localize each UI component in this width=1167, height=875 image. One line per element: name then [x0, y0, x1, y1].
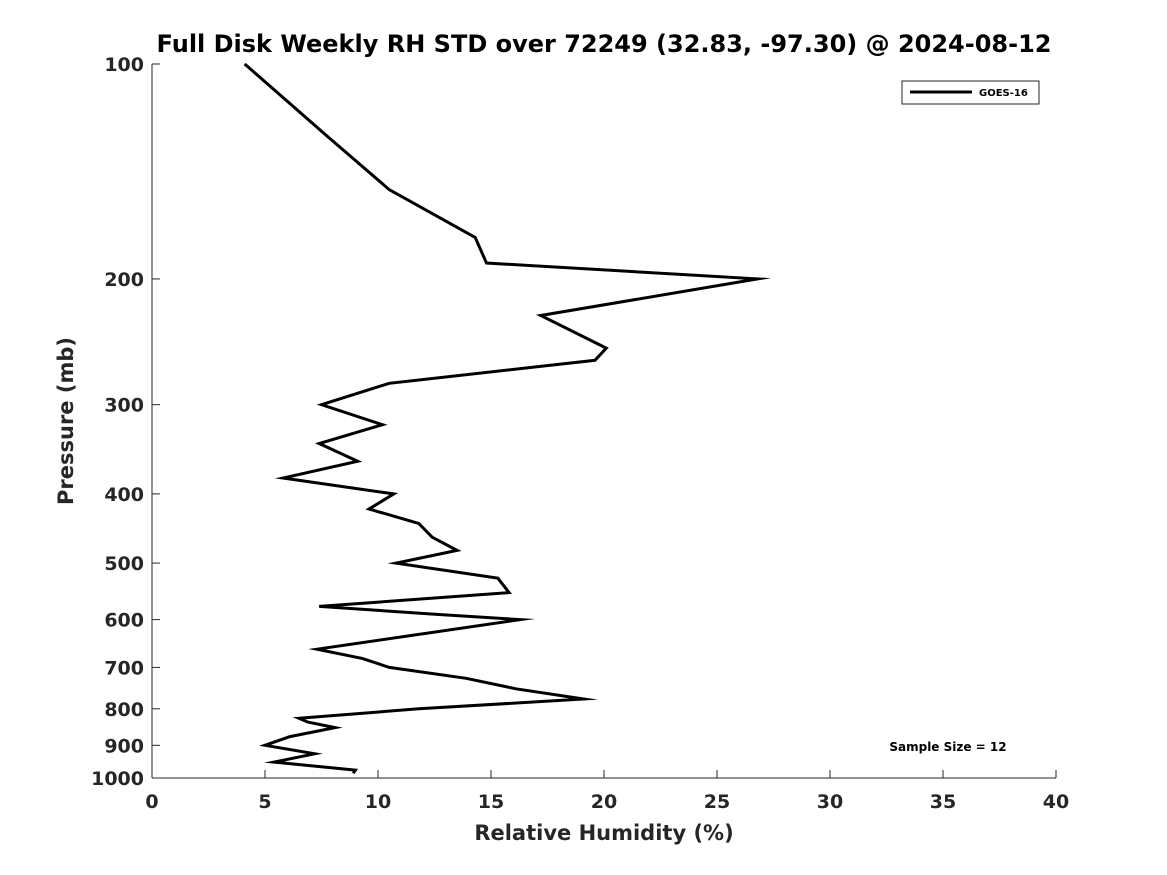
y-tick-label: 900: [104, 735, 144, 757]
x-axis-label: Relative Humidity (%): [474, 821, 733, 845]
x-tick-label: 25: [704, 791, 730, 813]
plot-area: [243, 62, 772, 775]
sample-size-annotation: Sample Size = 12: [889, 740, 1006, 754]
x-tick-label: 15: [478, 791, 504, 813]
y-axis-label: Pressure (mb): [54, 337, 78, 505]
y-tick-label: 600: [104, 610, 144, 632]
x-tick-label: 30: [817, 791, 843, 813]
chart-title: Full Disk Weekly RH STD over 72249 (32.8…: [157, 30, 1052, 58]
y-tick-label: 200: [104, 269, 144, 291]
y-tick-label: 500: [104, 553, 144, 575]
x-tick-label: 35: [930, 791, 956, 813]
legend-entry-goes-16: GOES-16: [979, 88, 1028, 99]
y-ticks: 100 200 300 400 500 600 700 800 900 1000: [91, 54, 160, 790]
y-tick-label: 1000: [91, 768, 144, 790]
y-tick-label: 700: [104, 657, 144, 679]
legend: GOES-16: [901, 80, 1040, 105]
y-tick-label: 300: [104, 395, 144, 417]
axes: [151, 64, 1056, 779]
x-tick-label: 10: [365, 791, 391, 813]
series-line-goes-16: [243, 62, 772, 775]
y-tick-label: 400: [104, 484, 144, 506]
x-tick-label: 0: [145, 791, 158, 813]
y-tick-label: 100: [104, 54, 144, 76]
x-ticks: 0 5 10 15 20 25 30 35 40: [145, 770, 1069, 813]
x-tick-label: 20: [591, 791, 617, 813]
x-tick-label: 5: [258, 791, 271, 813]
x-tick-label: 40: [1043, 791, 1069, 813]
y-tick-label: 800: [104, 699, 144, 721]
